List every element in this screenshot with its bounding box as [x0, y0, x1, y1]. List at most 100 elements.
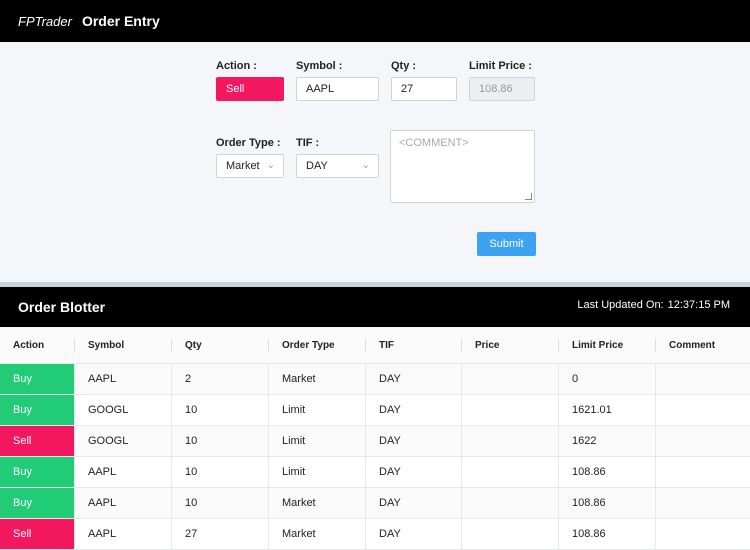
cell-comment — [656, 395, 750, 425]
cell-action: Buy — [0, 395, 75, 425]
column-resize-handle[interactable] — [74, 339, 75, 351]
cell-price — [462, 488, 559, 518]
action-select[interactable]: Sell — [216, 77, 284, 101]
column-header-label: Qty — [185, 339, 202, 351]
column-resize-handle[interactable] — [268, 339, 269, 351]
cell-order-type: Limit — [269, 426, 366, 456]
table-row[interactable]: Buy AAPL 10 Market DAY 108.86 — [0, 488, 750, 519]
cell-action: Buy — [0, 457, 75, 487]
cell-tif: DAY — [366, 457, 462, 487]
column-header-limit-price[interactable]: Limit Price — [559, 327, 656, 363]
column-header-label: Comment — [669, 339, 716, 351]
column-header-action[interactable]: Action — [0, 327, 75, 363]
cell-tif: DAY — [366, 364, 462, 394]
cell-qty: 2 — [172, 364, 269, 394]
cell-comment — [656, 488, 750, 518]
resize-handle-icon[interactable] — [525, 193, 532, 200]
cell-comment — [656, 519, 750, 549]
last-updated: Last Updated On: 12:37:15 PM — [577, 299, 734, 311]
cell-limit-price: 108.86 — [559, 457, 656, 487]
grid-header: Action Symbol Qty Order Type TIF Price Limit P… — [0, 327, 750, 364]
cell-order-type: Market — [269, 519, 366, 549]
action-label: Action : — [216, 60, 257, 72]
limit-price-input[interactable]: 108.86 — [469, 77, 535, 101]
app-brand: FPTrader — [18, 13, 72, 29]
column-resize-handle[interactable] — [655, 339, 656, 351]
column-resize-handle[interactable] — [461, 339, 462, 351]
table-row[interactable]: Buy AAPL 2 Market DAY 0 — [0, 364, 750, 395]
order-blotter-header: Order Blotter Last Updated On: 12:37:15 P… — [0, 287, 750, 327]
cell-tif: DAY — [366, 488, 462, 518]
cell-price — [462, 519, 559, 549]
cell-action: Buy — [0, 488, 75, 518]
comment-textarea[interactable]: <COMMENT> — [390, 130, 535, 203]
cell-action: Sell — [0, 519, 75, 549]
column-header-label: Price — [475, 339, 500, 351]
cell-price — [462, 364, 559, 394]
cell-qty: 10 — [172, 488, 269, 518]
symbol-input[interactable]: AAPL — [296, 77, 379, 101]
column-resize-handle[interactable] — [365, 339, 366, 351]
cell-order-type: Limit — [269, 395, 366, 425]
cell-symbol: AAPL — [75, 519, 172, 549]
column-header-label: Order Type — [282, 339, 335, 351]
order-blotter-grid: Action Symbol Qty Order Type TIF Price Limit P… — [0, 327, 750, 550]
column-header-label: Action — [13, 339, 45, 351]
order-entry-form: Action : Sell Symbol : AAPL Qty : 27 Lim… — [0, 42, 750, 282]
column-header-label: TIF — [379, 339, 394, 351]
cell-limit-price: 108.86 — [559, 488, 656, 518]
cell-symbol: GOOGL — [75, 426, 172, 456]
cell-price — [462, 457, 559, 487]
tif-select[interactable]: DAY ⌄ — [296, 154, 379, 178]
column-header-price[interactable]: Price — [462, 327, 559, 363]
cell-price — [462, 395, 559, 425]
cell-limit-price: 1621.01 — [559, 395, 656, 425]
cell-limit-price: 108.86 — [559, 519, 656, 549]
order-entry-title: Order Entry — [81, 13, 160, 29]
last-updated-time: 12:37:15 PM — [667, 299, 730, 311]
column-header-order-type[interactable]: Order Type — [269, 327, 366, 363]
tif-value: DAY — [306, 160, 328, 172]
column-header-symbol[interactable]: Symbol — [75, 327, 172, 363]
cell-qty: 27 — [172, 519, 269, 549]
column-header-label: Limit Price — [572, 339, 624, 351]
symbol-label: Symbol : — [296, 60, 343, 72]
last-updated-label: Last Updated On: — [577, 299, 664, 311]
column-header-comment[interactable]: Comment — [656, 327, 750, 363]
cell-comment — [656, 457, 750, 487]
grid-body: Buy AAPL 2 Market DAY 0 Buy GOOGL 10 Limit DAY 1621… — [0, 364, 750, 550]
table-row[interactable]: Sell GOOGL 10 Limit DAY 1622 — [0, 426, 750, 457]
table-row[interactable]: Buy GOOGL 10 Limit DAY 1621.01 — [0, 395, 750, 426]
cell-limit-price: 0 — [559, 364, 656, 394]
cell-tif: DAY — [366, 395, 462, 425]
cell-comment — [656, 426, 750, 456]
chevron-down-icon: ⌄ — [266, 160, 275, 171]
cell-symbol: AAPL — [75, 457, 172, 487]
column-header-qty[interactable]: Qty — [172, 327, 269, 363]
limit-price-label: Limit Price : — [469, 60, 532, 72]
cell-symbol: AAPL — [75, 364, 172, 394]
order-entry-header: FPTrader Order Entry — [0, 0, 750, 42]
cell-qty: 10 — [172, 457, 269, 487]
cell-action: Sell — [0, 426, 75, 456]
column-resize-handle[interactable] — [171, 339, 172, 351]
cell-tif: DAY — [366, 426, 462, 456]
cell-order-type: Market — [269, 364, 366, 394]
cell-action: Buy — [0, 364, 75, 394]
cell-comment — [656, 364, 750, 394]
section-divider — [0, 282, 750, 287]
table-row[interactable]: Sell AAPL 27 Market DAY 108.86 — [0, 519, 750, 550]
cell-symbol: GOOGL — [75, 395, 172, 425]
order-type-value: Market — [226, 160, 260, 172]
table-row[interactable]: Buy AAPL 10 Limit DAY 108.86 — [0, 457, 750, 488]
submit-button[interactable]: Submit — [477, 232, 536, 256]
order-type-label: Order Type : — [216, 137, 281, 149]
order-type-select[interactable]: Market ⌄ — [216, 154, 284, 178]
column-header-tif[interactable]: TIF — [366, 327, 462, 363]
cell-qty: 10 — [172, 395, 269, 425]
column-resize-handle[interactable] — [558, 339, 559, 351]
cell-order-type: Market — [269, 488, 366, 518]
cell-qty: 10 — [172, 426, 269, 456]
cell-tif: DAY — [366, 519, 462, 549]
qty-input[interactable]: 27 — [391, 77, 457, 101]
